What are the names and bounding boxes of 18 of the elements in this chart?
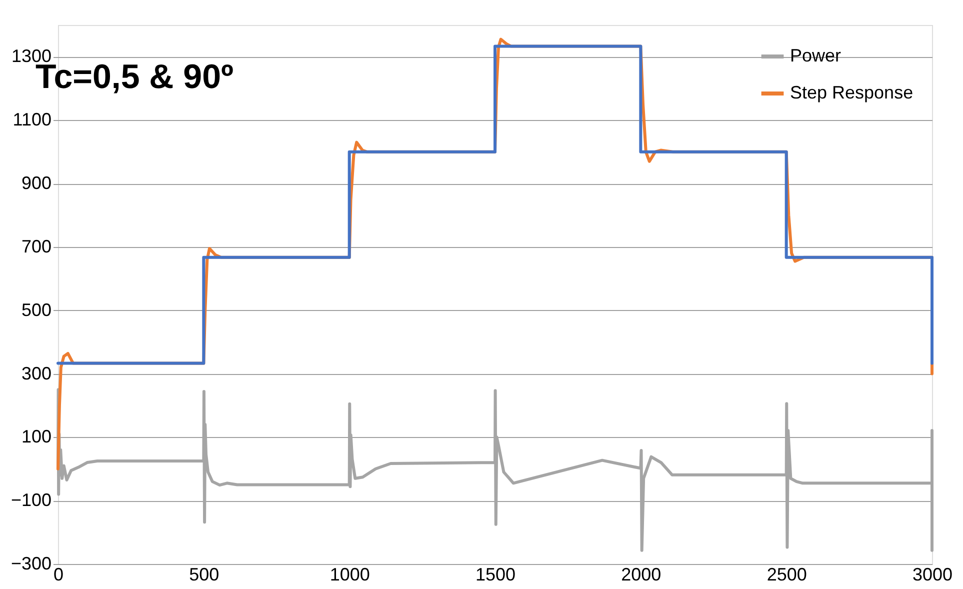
y-tick-label: 900 bbox=[21, 173, 52, 194]
y-tick-label: 700 bbox=[21, 236, 52, 256]
line-series bbox=[56, 388, 934, 552]
y-tick-label: 500 bbox=[21, 300, 52, 320]
y-tick-label: 1100 bbox=[12, 110, 52, 130]
legend-label: Power bbox=[790, 46, 842, 66]
x-tick-label: 1500 bbox=[475, 564, 516, 584]
y-tick-label: 300 bbox=[21, 363, 52, 384]
x-tick-label: 2500 bbox=[766, 564, 807, 584]
x-tick-label: 3000 bbox=[912, 564, 953, 584]
y-tick-label: −100 bbox=[10, 490, 52, 510]
x-tick-label: 1000 bbox=[330, 564, 370, 584]
legend-label: Step Response bbox=[790, 82, 914, 102]
x-tick-label: 2000 bbox=[621, 564, 662, 584]
y-tick-label: −300 bbox=[10, 554, 52, 574]
y-tick-label: 100 bbox=[21, 426, 52, 447]
x-tick-label: 500 bbox=[189, 564, 220, 584]
x-tick-label: 0 bbox=[53, 564, 64, 584]
